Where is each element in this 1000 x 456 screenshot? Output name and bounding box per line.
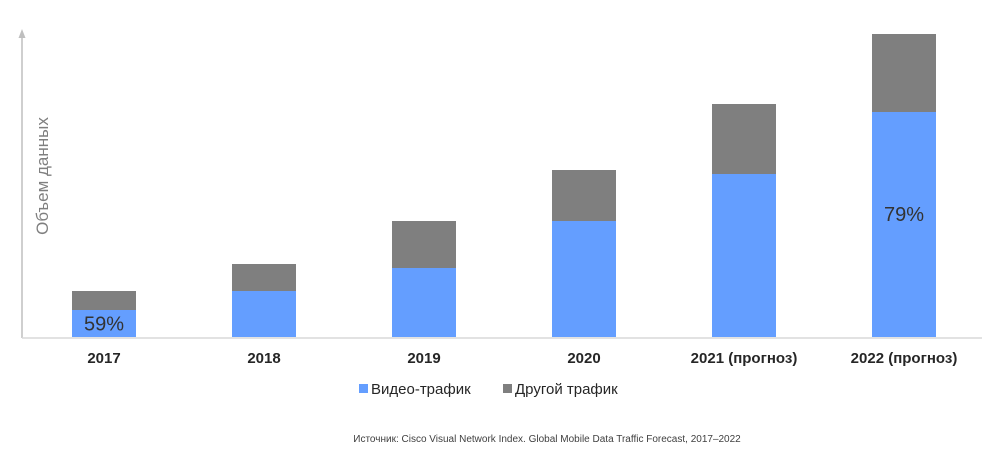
bar-video-5	[872, 112, 936, 337]
x-tick-label: 2018	[247, 350, 280, 367]
source-note: Источник: Cisco Visual Network Index. Gl…	[353, 434, 741, 445]
bars-group	[72, 34, 936, 337]
bar-video-0	[72, 310, 136, 337]
bar-other-3	[552, 170, 616, 221]
x-tick-label: 2017	[87, 350, 120, 367]
x-tick-label: 2021 (прогноз)	[691, 350, 798, 367]
legend-swatch-other	[503, 384, 512, 393]
x-tick-labels: 2017 2018 2019 2020 2021 (прогноз) 2022 (прог…	[87, 350, 957, 367]
x-tick-label: 2019	[407, 350, 440, 367]
bar-video-3	[552, 221, 616, 337]
x-tick-label: 2022 (прогноз)	[851, 350, 958, 367]
legend: Видео-трафик Другой трафик	[359, 381, 618, 398]
legend-label-other: Другой трафик	[515, 381, 618, 398]
bar-other-5	[872, 34, 936, 112]
y-axis-label: Объем данных	[33, 117, 52, 235]
y-axis-arrow-icon	[18, 29, 26, 38]
bar-video-4	[712, 174, 776, 337]
bar-other-1	[232, 264, 296, 291]
bar-video-2	[392, 268, 456, 337]
x-tick-label: 2020	[567, 350, 600, 367]
legend-swatch-video	[359, 384, 368, 393]
bar-other-2	[392, 221, 456, 268]
bar-video-1	[232, 291, 296, 337]
legend-label-video: Видео-трафик	[371, 381, 471, 398]
bar-other-0	[72, 291, 136, 310]
data-labels: 59% 79%	[84, 204, 924, 336]
bar-other-4	[712, 104, 776, 174]
data-label: 59%	[84, 314, 124, 336]
data-label: 79%	[884, 204, 924, 226]
